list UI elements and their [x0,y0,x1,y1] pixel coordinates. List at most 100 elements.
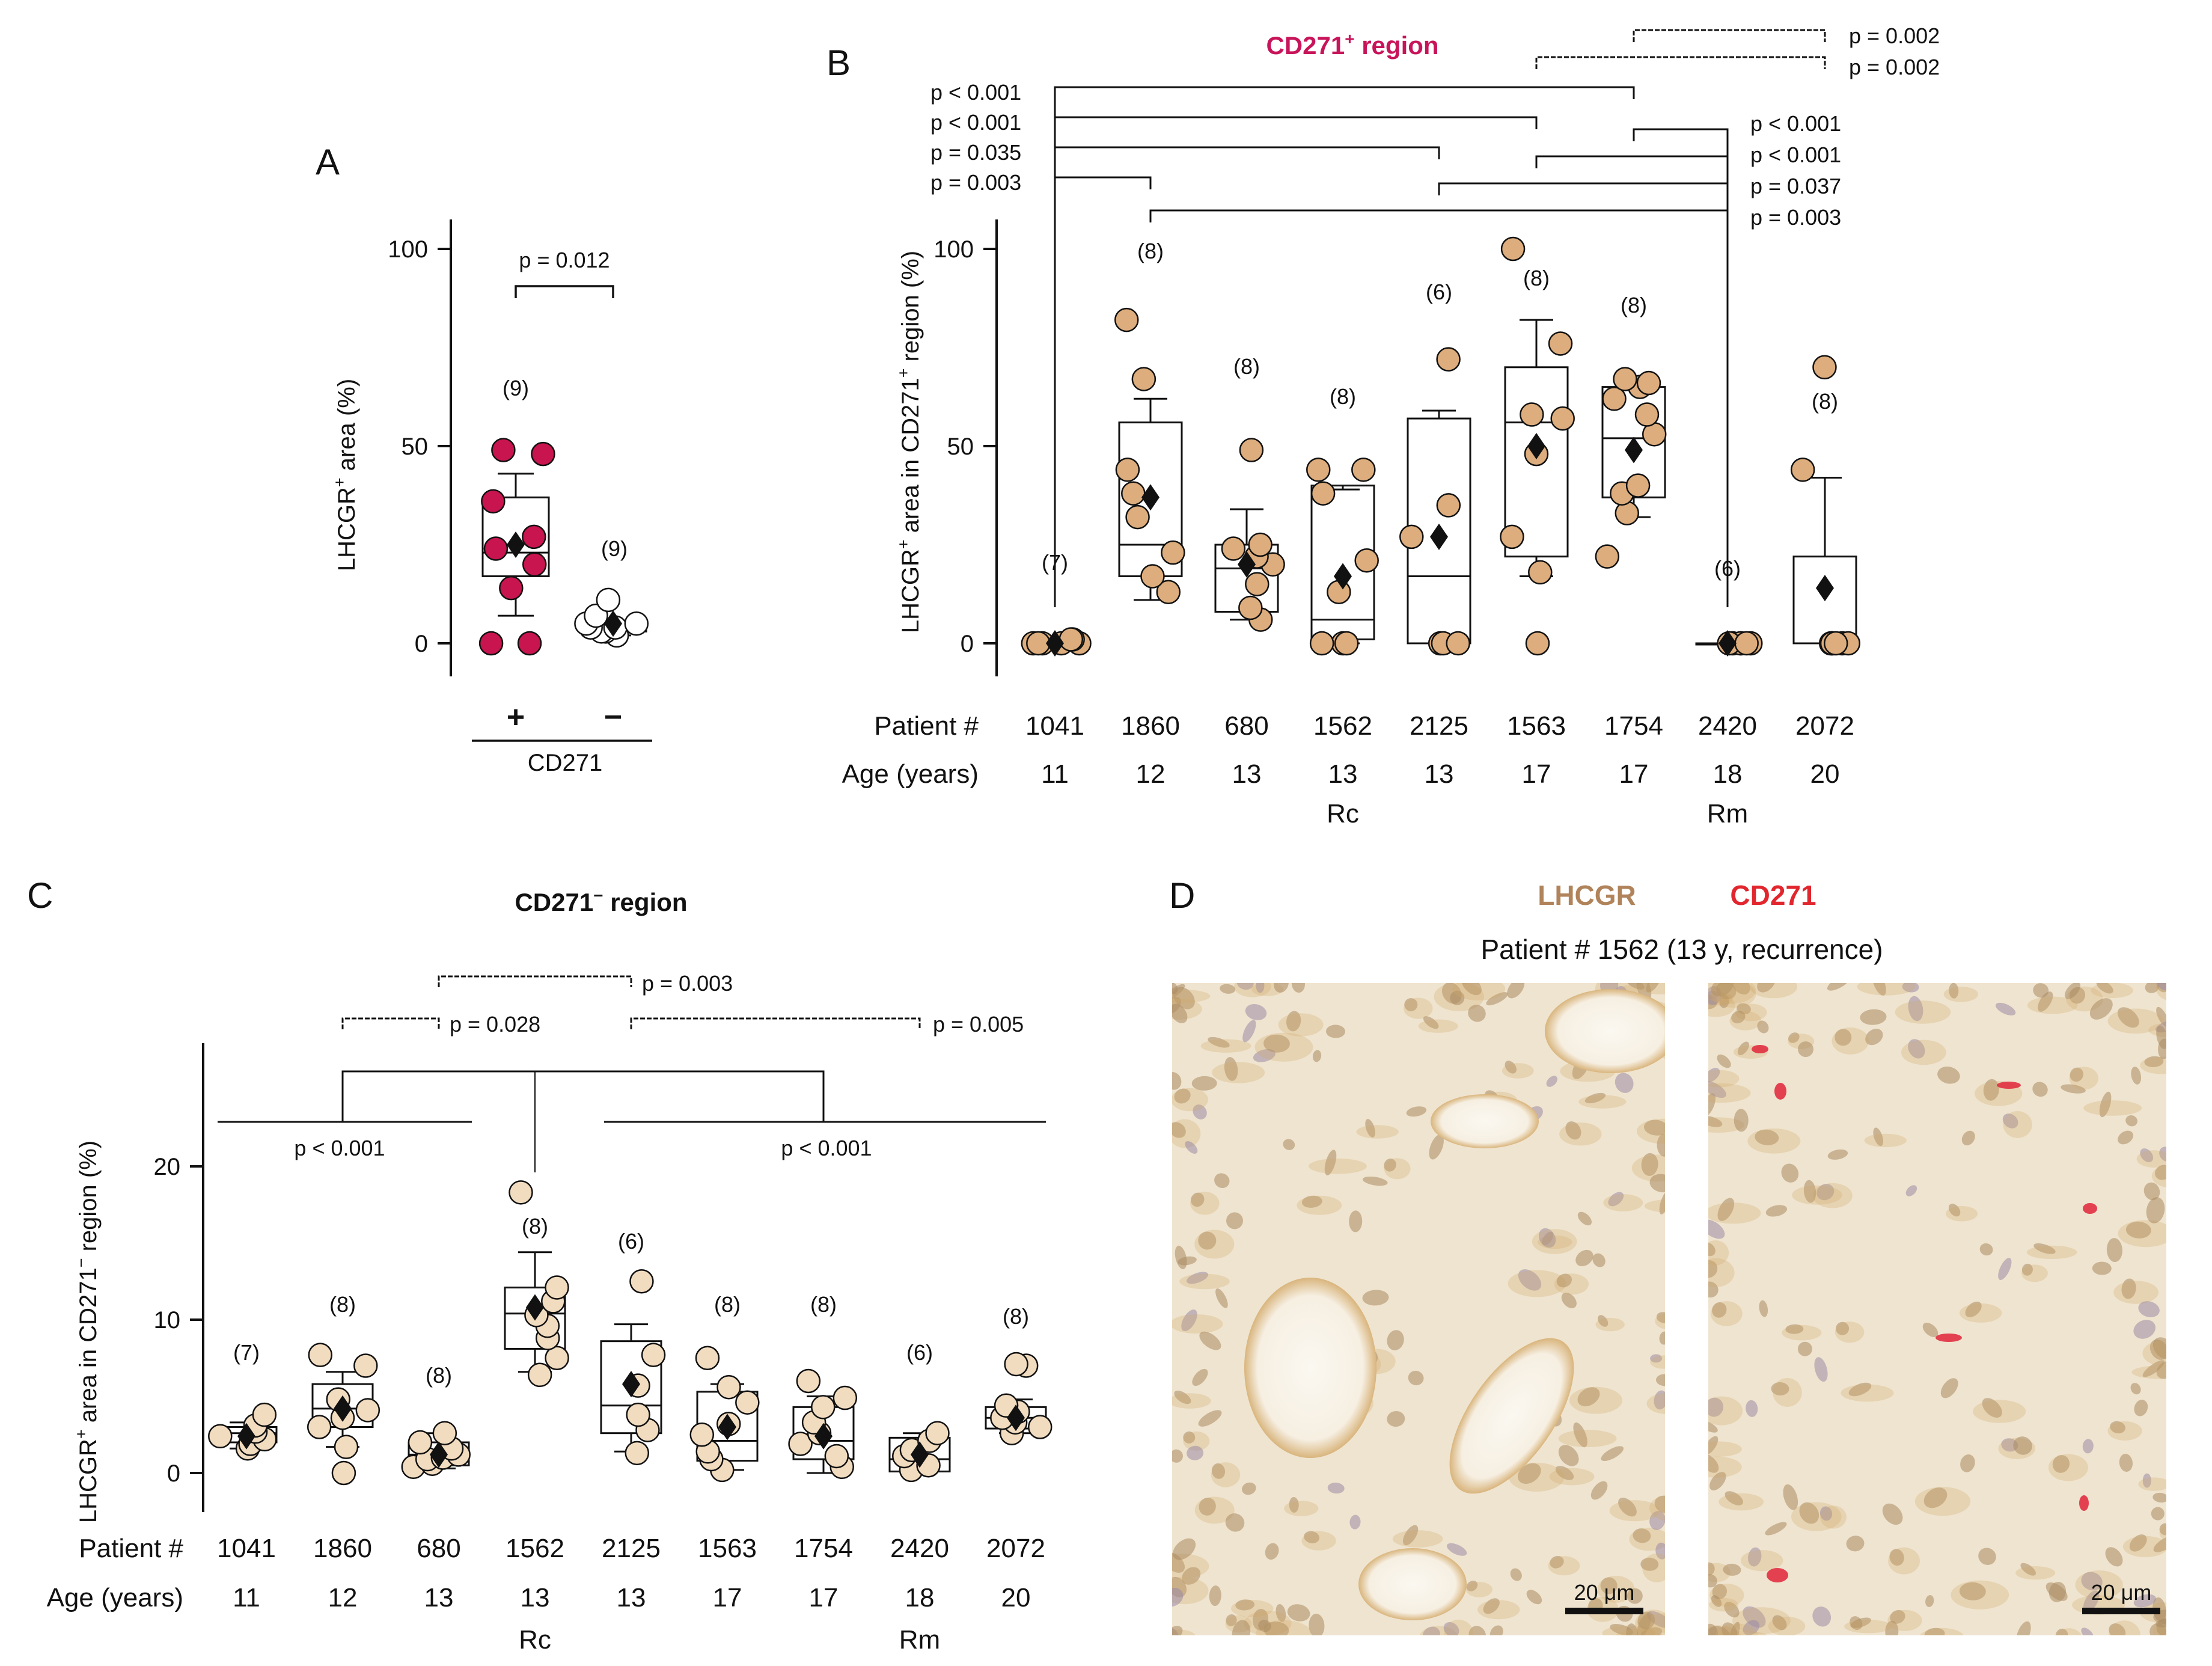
cell-cytoplasm [1708,1258,1735,1287]
cell-nucleus [1598,1315,1609,1327]
cell-nucleus [1242,1020,1256,1043]
panel-c-bracket-3 [630,1017,921,1029]
cell-cytoplasm [2107,1008,2163,1034]
red-spot-4 [2083,1203,2097,1214]
panel-c-pvalue-5: p < 0.001 [781,1136,872,1160]
cell-cytoplasm [1179,1273,1230,1290]
cell-nucleus [1803,1180,1816,1203]
panel-b-group-2-point-4 [1125,504,1150,530]
cell-nucleus [1181,1309,1197,1332]
panel-b-group-8-mean [1719,630,1737,657]
cell-nucleus [2105,1547,2123,1567]
panel-c-age-2: 12 [328,1583,358,1612]
panel-a-pvalue-bracket [515,285,614,298]
cell-nucleus [1640,1557,1659,1571]
cell-nucleus [1959,1582,1986,1600]
panel-b-group-9-point-7 [1790,458,1815,482]
cell-cytoplasm [1749,983,1797,999]
panel-b-group-7-point-1 [1595,544,1620,569]
panel-c-group-3-point-8 [432,1421,457,1445]
panel-b-pvalue-9: p = 0.037 [1750,174,1841,198]
cell-nucleus [1865,1029,1883,1046]
panel-b-note-rc: Rc [1327,799,1359,828]
cell-cytoplasm [1444,1619,1473,1635]
panel-c-group-1-point-4 [208,1424,233,1449]
panel-b-group-7-mean [1625,436,1643,464]
micrograph-double-stain [1708,983,2166,1635]
cell-nucleus [2130,1383,2141,1395]
cell-cytoplasm [1597,1576,1635,1603]
panel-b-group-2-point-7 [1131,367,1156,391]
panel-b-bracket-8 [1535,155,1728,168]
red-spot-1 [1752,1045,1768,1053]
cell-nucleus [1633,1528,1651,1543]
panel-b-group-4-mean [1334,563,1352,590]
cell-nucleus [1546,1076,1558,1087]
cell-cytoplasm [1532,1229,1577,1254]
panel-c-x-labels: Patient # Age (years) 1041 11 1860 12 680 13 156… [47,1534,1045,1655]
cell-nucleus [1846,1536,1865,1552]
cell-nucleus [1708,1242,1716,1257]
cell-nucleus [1649,1174,1665,1193]
cell-nucleus [1450,990,1465,1005]
cell-cytoplasm [2075,1570,2123,1599]
panel-c-patient-1041: 1041 [217,1534,276,1563]
cell-cytoplasm [1782,1325,1822,1341]
panel-b-group-2-point-3 [1161,540,1185,565]
cell-nucleus [2125,1221,2151,1239]
cell-cytoplasm [1629,1528,1665,1551]
cell-nucleus [1225,1513,1245,1532]
panel-c-patient-1860: 1860 [313,1534,372,1563]
panel-b-ytick-label-100: 100 [933,236,974,263]
cell-cytoplasm [1729,1011,1762,1031]
panel-c-group-7-n-label: (8) [810,1292,837,1317]
panel-a-group-1-point-6 [522,524,546,550]
cell-cytoplasm [1211,1462,1241,1487]
cell-cytoplasm [2151,1165,2166,1187]
cell-nucleus [2134,1400,2148,1416]
cell-nucleus [1998,1258,2012,1281]
panel-b-group-5-point-6 [1436,347,1461,372]
panel-b-group-2-point-8 [1114,307,1139,332]
cell-cytoplasm [1650,1355,1665,1369]
cell-nucleus [1717,1054,1731,1068]
cell-cytoplasm [1554,1273,1589,1295]
cell-cytoplasm [1502,1063,1534,1079]
cell-nucleus [1757,983,1776,993]
cell-nucleus [2152,1492,2166,1503]
panel-d-stain-lhcgr: LHCGR [1538,880,1636,911]
cell-cytoplasm [1832,1027,1869,1055]
cell-nucleus [1746,1400,1758,1417]
cell-nucleus [1708,1068,1720,1082]
panel-a-ytick-label-100: 100 [388,236,428,263]
cell-nucleus [1748,1547,1762,1567]
cell-nucleus [1561,1293,1577,1308]
cell-nucleus [1978,1548,1996,1565]
cell-nucleus [1709,1472,1726,1490]
cell-cytoplasm [1636,983,1665,994]
panel-b-group-4-point-5 [1354,548,1379,573]
panel-b-group-3-mean [1238,551,1256,578]
panel-b-pvalue-1: p = 0.002 [1849,23,1940,48]
cell-cytoplasm [2138,1477,2166,1491]
panel-b-group-2-mean [1141,484,1159,511]
panel-b-title: CD271+ region [1266,29,1438,60]
cell-nucleus [2032,1082,2048,1097]
panel-c-group-4-mean [526,1294,544,1321]
panel-b-group-3-n-label: (8) [1233,354,1260,379]
cell-nucleus [1304,1531,1319,1543]
cell-nucleus [1925,1595,1934,1607]
cell-nucleus [1788,1032,1800,1043]
cell-nucleus [1258,1620,1271,1632]
cell-nucleus [1312,1050,1322,1062]
panel-b-patient-1562: 1562 [1313,711,1372,741]
cell-cytoplasm [2107,1421,2142,1441]
cell-nucleus [1708,1420,1718,1433]
panel-c-group-3-mean [430,1441,448,1468]
panel-c-patient-2420: 2420 [890,1534,949,1563]
cell-nucleus [1232,1620,1251,1635]
cell-cytoplasm [1172,1119,1201,1148]
panel-d-subtitle: Patient # 1562 (13 y, recurrence) [1480,934,1883,965]
cell-nucleus [1949,983,1959,999]
cell-nucleus [2142,1360,2165,1377]
